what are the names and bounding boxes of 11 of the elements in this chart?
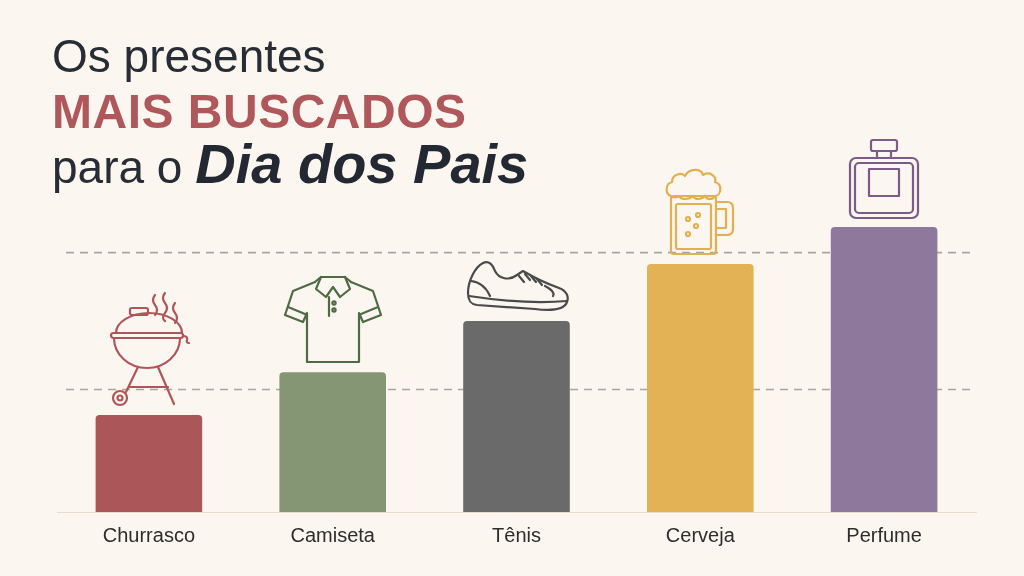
bar	[830, 227, 938, 512]
x-tick-label: Perfume	[846, 523, 922, 546]
x-tick-label: Cerveja	[665, 523, 736, 546]
x-tick-label: Camiseta	[290, 523, 376, 546]
bar	[647, 264, 754, 512]
bar	[463, 321, 570, 512]
x-tick-label: Tênis	[492, 523, 541, 546]
bar	[279, 372, 386, 512]
x-tick-label: Churrasco	[102, 523, 196, 546]
chart-title: Os presentes MAIS BUSCADOS para o Dia dos Pais	[52, 30, 529, 195]
bar	[95, 415, 203, 512]
